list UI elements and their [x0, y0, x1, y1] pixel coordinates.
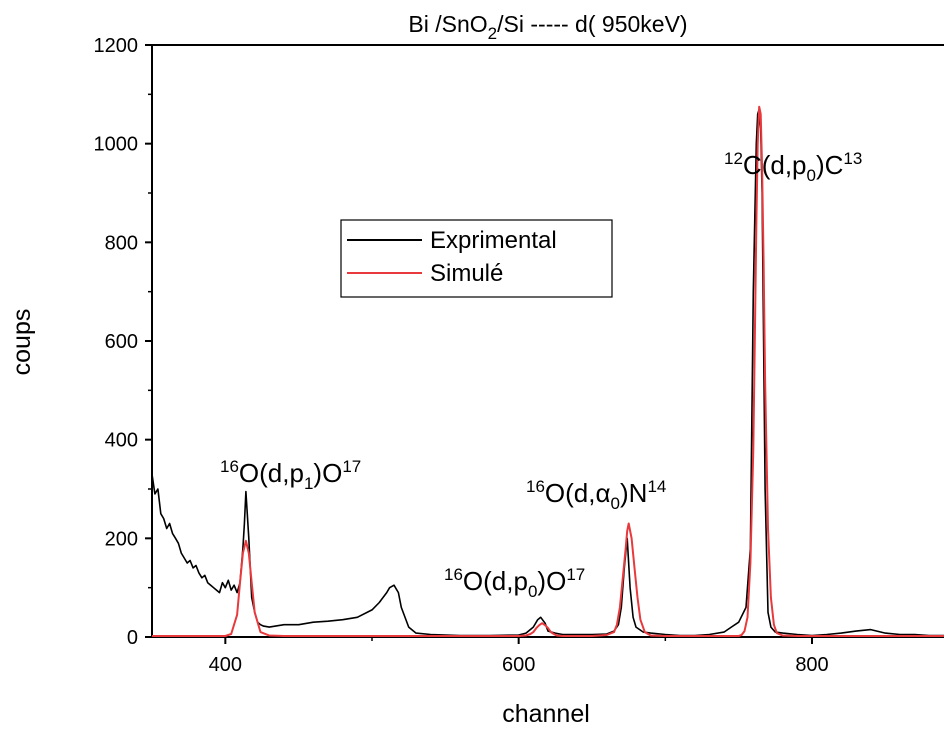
x-axis-ticks: 400 600 800	[209, 637, 829, 676]
x-axis-label: channel	[502, 700, 590, 728]
series-line-simule	[152, 105, 944, 637]
x-tick-label: 600	[502, 654, 535, 676]
legend: Exprimental Simulé	[340, 219, 613, 298]
legend-label: Exprimental	[430, 227, 557, 254]
y-tick-label: 200	[105, 528, 138, 550]
y-axis-ticks: 0 200 400 600 800 1000 1200	[94, 35, 152, 649]
chart-title: Bi /SnO2/Si ----- d( 950keV)	[408, 11, 687, 43]
legend-box	[340, 219, 613, 298]
y-tick-label: 400	[105, 430, 138, 452]
annotation-c12-dp0: 12C(d,p0)C13	[724, 149, 862, 185]
y-tick-label: 0	[127, 627, 138, 649]
annotation-o16-da0: 16O(d,α0)N14	[526, 477, 666, 513]
y-axis-label: coups	[8, 309, 36, 376]
legend-label: Simulé	[430, 260, 503, 287]
y-tick-label: 800	[105, 232, 138, 254]
annotation-o16-dp1: 16O(d,p1)O17	[220, 457, 361, 493]
y-tick-label: 1000	[94, 134, 139, 156]
series-line-exprimental	[151, 108, 944, 637]
y-tick-label: 1200	[94, 35, 139, 57]
peak-annotations: 16O(d,p1)O17 16O(d,p0)O17 16O(d,α0)N14 12C(…	[220, 149, 862, 601]
x-tick-label: 800	[795, 654, 828, 676]
plot-axes	[151, 44, 944, 638]
chart-title-text: Bi /SnO2/Si ----- d( 950keV)	[408, 11, 687, 43]
annotation-o16-dp0: 16O(d,p0)O17	[444, 565, 585, 601]
series-layer	[151, 105, 944, 637]
y-tick-label: 600	[105, 331, 138, 353]
x-tick-label: 400	[209, 654, 242, 676]
